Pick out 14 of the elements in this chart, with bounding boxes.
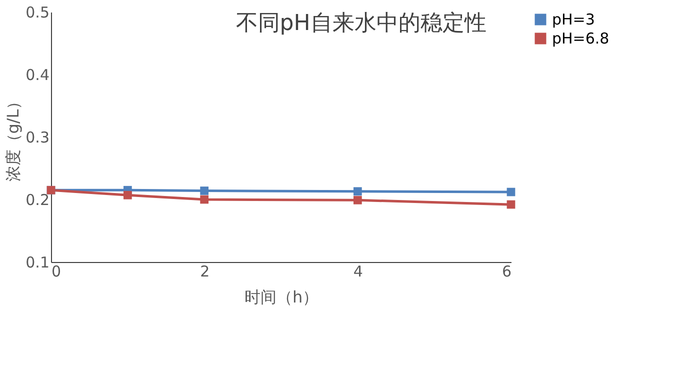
y-tick-label: 0.2 [26,191,50,209]
x-tick-label: 2 [200,262,210,280]
legend-label: pH=6.8 [552,30,610,48]
y-tick-label: 0.5 [26,4,50,22]
x-axis-title: 时间（h） [244,288,319,306]
y-tick-label: 0.3 [26,128,50,146]
chart-title: 不同pH自来水中的稳定性 [236,11,486,36]
legend-label: pH=3 [552,10,595,28]
y-tick-label: 0.1 [26,254,50,272]
y-tick-label: 0.4 [26,66,50,84]
x-tick-label: 0 [52,262,62,280]
x-tick-label: 6 [502,262,512,280]
y-axis-title: 浓度（g/L） [4,93,23,182]
x-tick-label: 4 [353,262,363,280]
